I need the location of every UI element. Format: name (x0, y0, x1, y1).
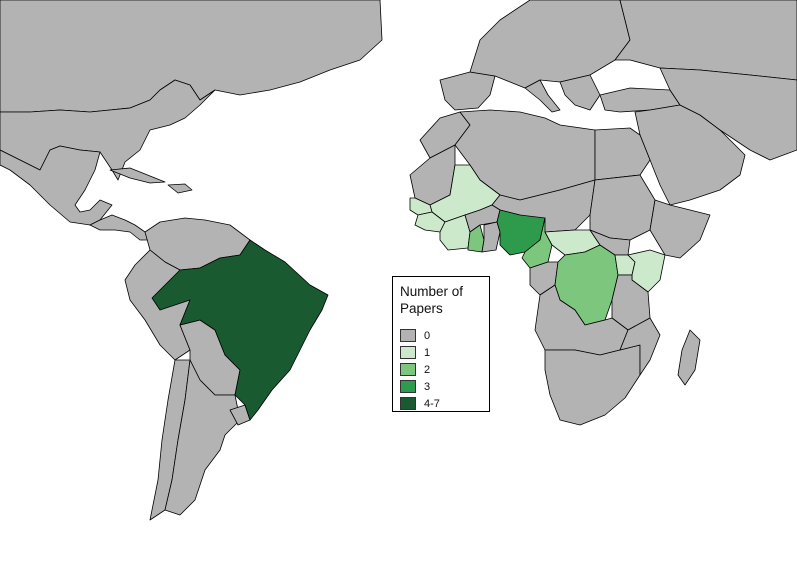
legend-label: 3 (424, 380, 431, 393)
country-southern-africa (544, 344, 641, 426)
country-argentina (164, 359, 241, 516)
country-brazil (151, 239, 329, 421)
legend-swatch (400, 363, 416, 376)
legend-item: 4-7 (400, 395, 481, 412)
legend-item: 1 (400, 344, 481, 361)
legend-item: 0 (400, 327, 481, 344)
legend-label: 2 (424, 363, 431, 376)
legend-item: 3 (400, 378, 481, 395)
country-mexico (0, 145, 113, 226)
country-cuba (109, 167, 166, 184)
legend-swatch (400, 380, 416, 393)
country-hispaniola (167, 183, 193, 194)
legend-items: 0 1 2 3 4-7 (400, 327, 481, 412)
country-sudan (589, 174, 656, 241)
country-italy (524, 79, 561, 113)
legend-label: 1 (424, 346, 431, 359)
legend-swatch (400, 346, 416, 359)
legend-label: 0 (424, 329, 431, 342)
legend-swatch (400, 329, 416, 342)
country-mozambique (619, 317, 661, 376)
legend-label: 4-7 (424, 397, 440, 410)
country-europe (469, 0, 631, 89)
map-legend: Number of Papers 0 1 2 3 4-7 (392, 276, 490, 412)
country-ethiopia-somalia (649, 199, 711, 259)
country-iran-central-asia (659, 67, 797, 161)
legend-title: Number of Papers (400, 284, 464, 316)
legend-swatch (400, 397, 416, 410)
country-madagascar (677, 329, 701, 386)
legend-item: 2 (400, 361, 481, 378)
country-balkans-greece (559, 74, 601, 111)
